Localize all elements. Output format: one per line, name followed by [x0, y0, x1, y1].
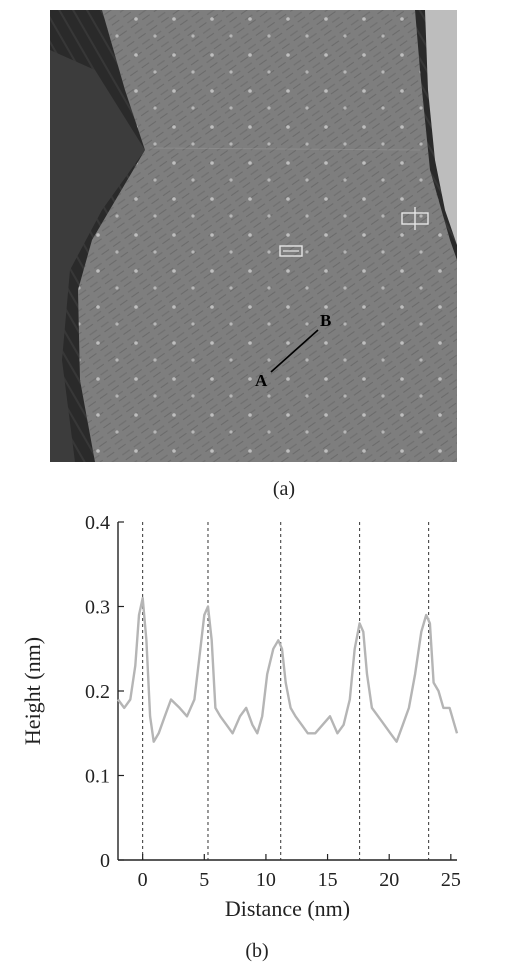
marker-b: B — [320, 311, 331, 330]
profile-line-ab — [270, 329, 319, 373]
reference-lines — [142, 522, 430, 860]
series-line — [117, 596, 459, 743]
x-tick-label: 10 — [256, 869, 276, 891]
x-tick-label: 5 — [199, 869, 209, 891]
lower-terrace-band — [50, 50, 145, 462]
height-profile-chart: 0 0.1 0.2 0.3 0.4 0 5 10 15 20 25 Distance (nm) H… — [20, 512, 461, 921]
series-layer — [117, 596, 459, 743]
y-tick-label: 0.1 — [85, 766, 110, 788]
defect-bright-left — [279, 245, 303, 257]
x-tick-label: 0 — [138, 869, 148, 891]
y-tick-label: 0.2 — [85, 681, 110, 703]
x-axis: 0 5 10 15 20 25 — [138, 854, 461, 891]
y-tick-label: 0.3 — [85, 597, 110, 619]
y-tick-label: 0 — [100, 850, 110, 872]
x-tick-label: 15 — [318, 869, 338, 891]
x-axis-label: Distance (nm) — [225, 896, 350, 921]
upper-right-bright-step — [425, 10, 457, 245]
x-tick-label: 25 — [441, 869, 461, 891]
marker-a: A — [255, 371, 268, 390]
x-tick-label: 20 — [379, 869, 399, 891]
stm-image: A B — [50, 10, 457, 462]
panel-a-label: (a) — [272, 478, 296, 500]
y-tick-label: 0.4 — [85, 512, 110, 534]
panel-b-label: (b) — [245, 940, 269, 962]
y-axis-label: Height (nm) — [20, 637, 45, 745]
y-axis: 0 0.1 0.2 0.3 0.4 — [85, 512, 124, 872]
